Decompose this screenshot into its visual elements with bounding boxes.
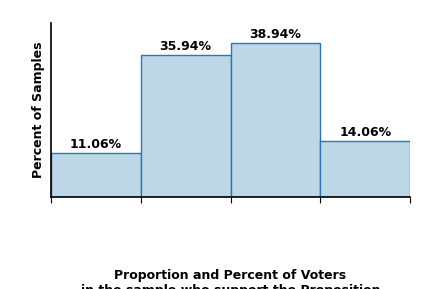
Bar: [51, 153, 140, 197]
Text: 11.06%: 11.06%: [70, 138, 122, 151]
Text: 35.94%: 35.94%: [159, 40, 212, 53]
Text: 14.06%: 14.06%: [339, 126, 391, 139]
Bar: [231, 43, 320, 197]
Text: Proportion and Percent of Voters
in the sample who support the Proposition: Proportion and Percent of Voters in the …: [81, 269, 380, 289]
Bar: [320, 141, 410, 197]
Bar: [140, 55, 231, 197]
Y-axis label: Percent of Samples: Percent of Samples: [32, 42, 45, 178]
Text: 38.94%: 38.94%: [250, 28, 302, 41]
